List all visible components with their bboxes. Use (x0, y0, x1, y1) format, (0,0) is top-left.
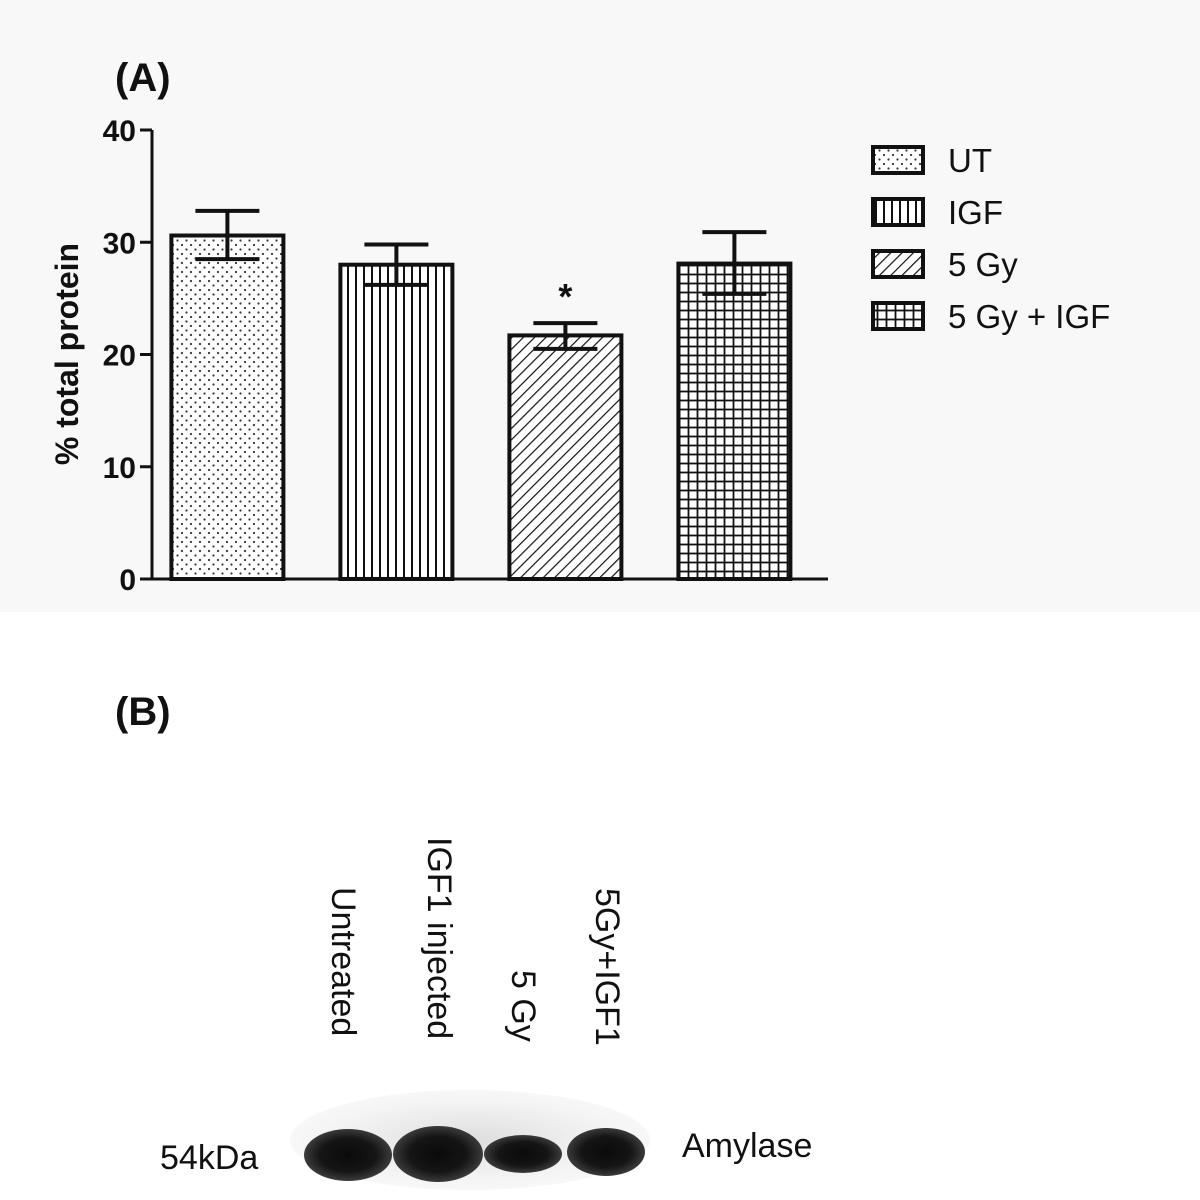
bar (169, 233, 286, 581)
legend-swatch (871, 301, 925, 331)
significance-marker: * (558, 276, 572, 317)
y-tick-label: 0 (119, 564, 136, 597)
western-blot: Untreated IGF1 injected 5 Gy 5Gy+IGF1 54… (0, 612, 1200, 1200)
bar (676, 261, 793, 581)
panel-b-label: (B) (115, 690, 171, 734)
legend-label: UT (948, 142, 992, 179)
y-tick-label: 30 (103, 227, 136, 260)
panel-a-label: (A) (115, 56, 171, 100)
legend-swatch (871, 197, 925, 227)
band-5gy-igf1 (567, 1128, 645, 1176)
lane-label-igf1-injected: IGF1 injected (420, 837, 458, 1040)
band-igf1-injected (393, 1126, 483, 1182)
bar (507, 333, 624, 582)
axes: 0 10 20 30 40 % total protein (49, 115, 828, 597)
lane-label-5gy: 5 Gy (504, 970, 542, 1042)
band-5gy (484, 1135, 562, 1173)
lane-label-untreated: Untreated (324, 887, 362, 1037)
protein-label: Amylase (682, 1127, 813, 1165)
y-tick-label: 20 (103, 340, 136, 373)
band-untreated (304, 1129, 392, 1181)
legend: UT IGF 5 Gy 5 Gy + IGF (871, 142, 1110, 335)
bar-chart: 0 10 20 30 40 % total protein * UT IGF 5 Gy 5 Gy… (49, 115, 1110, 597)
molecular-weight-marker: 54kDa (160, 1139, 259, 1177)
legend-label: IGF (948, 194, 1003, 231)
legend-swatch (871, 145, 925, 175)
bar (338, 262, 455, 581)
legend-label: 5 Gy (948, 246, 1018, 283)
y-tick-label: 40 (103, 115, 136, 148)
y-axis-label: % total protein (49, 243, 85, 465)
legend-swatch (871, 249, 925, 279)
lane-label-5gy-igf1: 5Gy+IGF1 (588, 888, 626, 1046)
bars: * (169, 208, 793, 582)
legend-label: 5 Gy + IGF (948, 298, 1110, 335)
y-tick-label: 10 (103, 452, 136, 485)
